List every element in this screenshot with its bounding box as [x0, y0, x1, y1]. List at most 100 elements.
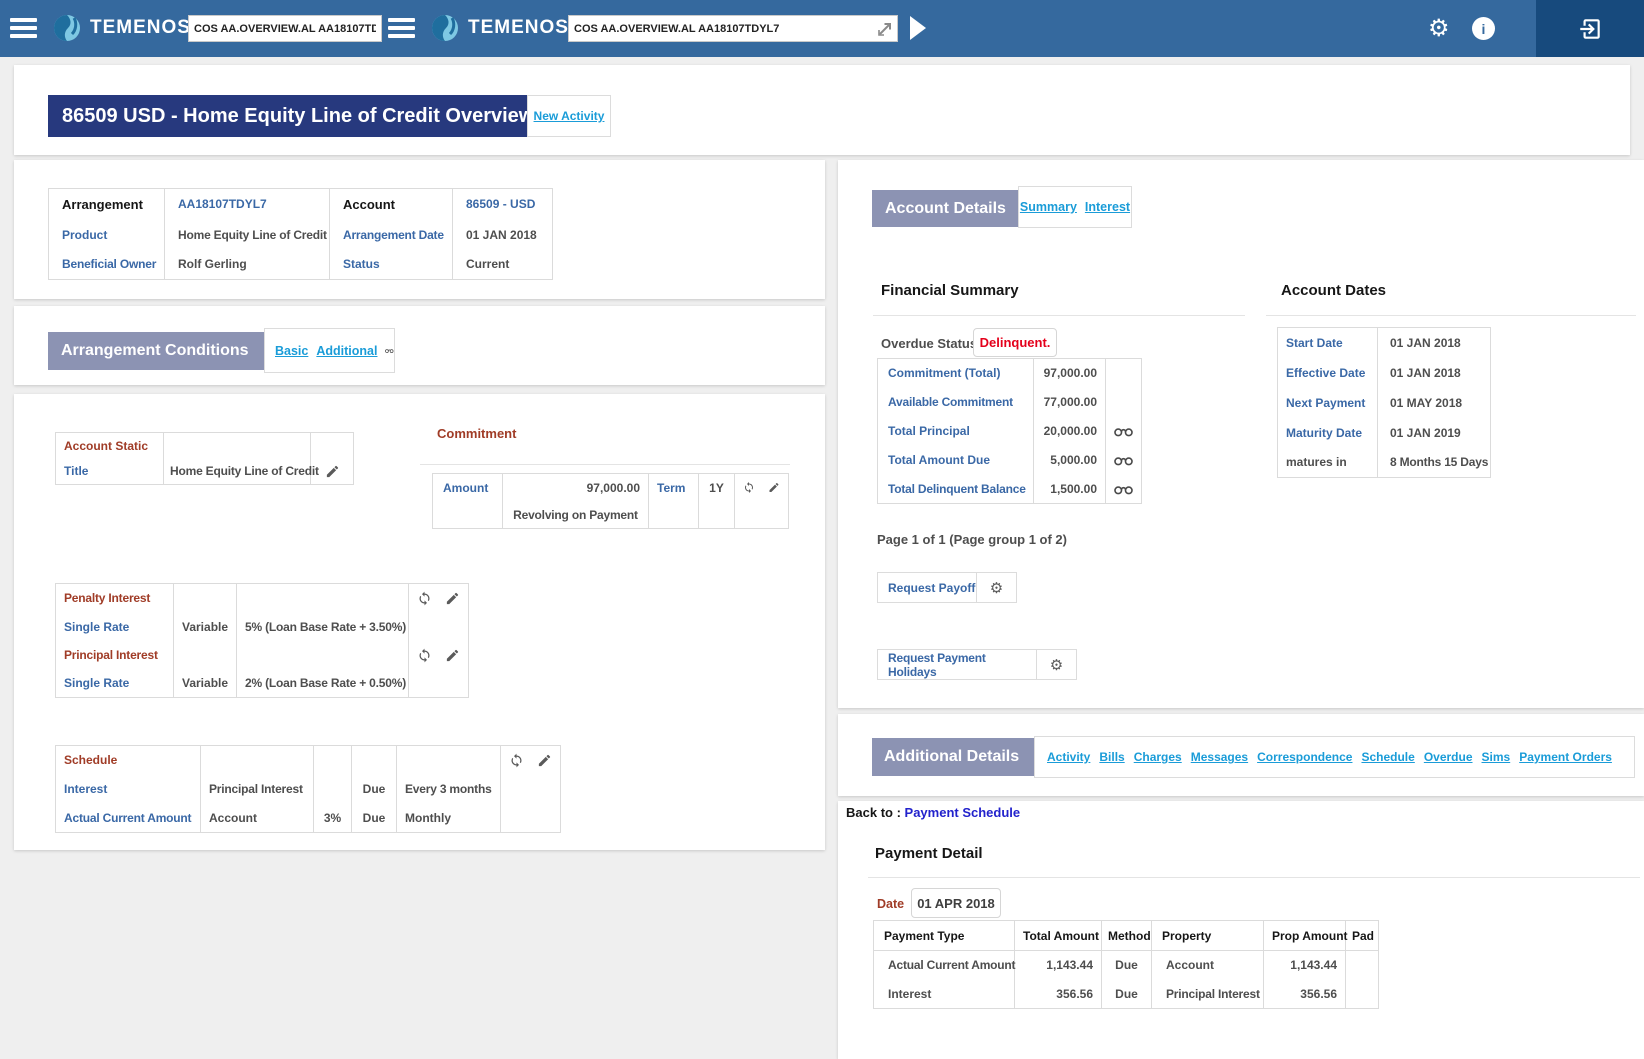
single-rate-label: Single Rate	[64, 619, 130, 634]
table-row: Penalty Interest	[56, 583, 469, 613]
link-schedule[interactable]: Schedule	[1361, 750, 1415, 764]
status-value: Current	[452, 249, 553, 280]
fin-value: 97,000.00	[1033, 358, 1106, 388]
table-row: Actual Current Amount 1,143.44 Due Accou…	[874, 950, 1379, 980]
col-total-amount: Total Amount	[1014, 920, 1102, 951]
empty-cell	[734, 501, 789, 529]
payment-holidays-gear-button[interactable]: ⚙	[1036, 650, 1076, 679]
refresh-icon[interactable]	[743, 480, 755, 495]
menu-icon[interactable]	[10, 18, 37, 42]
fin-value: 5,000.00	[1033, 445, 1106, 475]
date-tab[interactable]: 01 APR 2018	[911, 888, 1001, 918]
table-row: Total Amount Due 5,000.00	[878, 445, 1142, 475]
link-correspondence[interactable]: Correspondence	[1257, 750, 1353, 764]
table-row: Start Date 01 JAN 2018	[1278, 327, 1491, 358]
single-rate-label: Single Rate	[64, 676, 130, 691]
arrangement-id-link[interactable]: AA18107TDYL7	[164, 188, 330, 220]
overdue-status-value: Delinquent.	[979, 335, 1051, 350]
table-row: Beneficial Owner Rolf Gerling Status Cur…	[49, 249, 553, 280]
prop-amount: 1,143.44	[1263, 950, 1346, 980]
edit-pencil-icon[interactable]	[768, 480, 780, 495]
binoculars-icon[interactable]	[1114, 425, 1133, 437]
account-id-link[interactable]: 86509 - USD	[452, 188, 553, 220]
binoculars-icon[interactable]	[1114, 454, 1133, 466]
request-payoff-button[interactable]: Request Payoff ⚙	[877, 572, 1017, 603]
col-property: Property	[1151, 920, 1264, 951]
binoculars-icon[interactable]	[1114, 483, 1133, 495]
account-details-header: Account Details	[872, 190, 1018, 227]
edit-pencil-icon[interactable]	[445, 648, 460, 663]
date-label: Date	[877, 897, 905, 911]
link-charges[interactable]: Charges	[1133, 750, 1182, 764]
divider	[420, 464, 790, 465]
empty-cell	[698, 501, 735, 529]
date-label: Next Payment	[1286, 395, 1366, 410]
table-row: Title Home Equity Line of Credit	[56, 458, 354, 485]
table-row: matures in 8 Months 15 Days	[1278, 447, 1491, 478]
link-activity[interactable]: Activity	[1047, 750, 1091, 764]
payment-schedule-back-link[interactable]: Payment Schedule	[904, 805, 1021, 820]
tab-additional[interactable]: Additional	[316, 343, 378, 358]
expand-icon[interactable]	[875, 19, 895, 39]
date-label: matures in	[1286, 455, 1347, 470]
tab-interest[interactable]: Interest	[1084, 200, 1131, 214]
empty-cell	[408, 612, 469, 641]
page-title-text: 86509 USD - Home Equity Line of Credit O…	[62, 104, 535, 127]
tab-summary[interactable]: Summary	[1019, 200, 1077, 214]
binoculars-icon[interactable]	[385, 344, 394, 357]
section-title: Additional Details	[884, 748, 1020, 765]
rate-value: 5% (Loan Base Rate + 3.50%)	[236, 612, 409, 641]
date-value: 01 JAN 2018	[1377, 327, 1491, 358]
schedule-method: Due	[351, 803, 397, 833]
account-details-tabs: Summary Interest	[1018, 186, 1132, 228]
link-messages[interactable]: Messages	[1190, 750, 1249, 764]
link-bills[interactable]: Bills	[1099, 750, 1125, 764]
run-button[interactable]	[910, 16, 926, 40]
empty-cell	[310, 432, 354, 459]
command-input-left[interactable]	[188, 15, 382, 42]
table-row: Actual Current Amount Account 3% Due Mon…	[56, 803, 561, 833]
logout-icon[interactable]	[1577, 16, 1603, 42]
total-amount: 356.56	[1014, 979, 1102, 1009]
refresh-icon[interactable]	[417, 591, 432, 606]
total-amount: 1,143.44	[1014, 950, 1102, 980]
info-icon[interactable]: i	[1472, 17, 1495, 40]
amount-label: Amount	[443, 480, 489, 495]
schedule-row-label: Interest	[64, 782, 108, 796]
edit-pencil-icon[interactable]	[537, 753, 552, 768]
request-payment-holidays-button[interactable]: Request Payment Holidays ⚙	[877, 649, 1077, 680]
link-overdue[interactable]: Overdue	[1423, 750, 1473, 764]
empty-cell	[500, 774, 561, 804]
divider	[1266, 315, 1636, 316]
empty-cell	[433, 502, 503, 529]
additional-details-header: Additional Details	[872, 738, 1034, 776]
menu-icon-2[interactable]	[388, 18, 415, 42]
schedule-method: Due	[351, 774, 397, 804]
account-label: Account	[329, 188, 453, 220]
refresh-icon[interactable]	[509, 753, 524, 768]
link-payment-orders[interactable]: Payment Orders	[1519, 750, 1612, 764]
empty-cell	[648, 501, 699, 529]
payoff-gear-button[interactable]: ⚙	[976, 573, 1016, 602]
empty-cell	[1105, 387, 1142, 417]
fin-label: Commitment (Total)	[888, 366, 1001, 381]
empty-cell	[396, 745, 501, 775]
table-row: Single Rate Variable 5% (Loan Base Rate …	[56, 612, 469, 641]
table-row: Product Home Equity Line of Credit Arran…	[49, 219, 553, 250]
col-method: Method	[1101, 920, 1152, 951]
temenos-globe-icon	[432, 15, 458, 41]
conditions-detail-card: Account Static Title Home Equity Line of…	[14, 394, 825, 850]
new-activity-link[interactable]: New Activity	[533, 109, 605, 123]
link-sims[interactable]: Sims	[1481, 750, 1511, 764]
date-label: Start Date	[1286, 335, 1343, 350]
property: Principal Interest	[1151, 979, 1264, 1009]
refresh-icon[interactable]	[417, 648, 432, 663]
tab-basic[interactable]: Basic	[275, 343, 309, 358]
settings-gear-icon[interactable]: ⚙	[1428, 14, 1450, 42]
edit-pencil-icon[interactable]	[445, 591, 460, 606]
date-value: 01 JAN 2018	[1377, 357, 1491, 388]
edit-pencil-icon[interactable]	[325, 464, 340, 479]
command-input-right[interactable]	[568, 15, 875, 42]
schedule-pct	[313, 774, 352, 804]
account-dates-heading: Account Dates	[1281, 282, 1387, 299]
